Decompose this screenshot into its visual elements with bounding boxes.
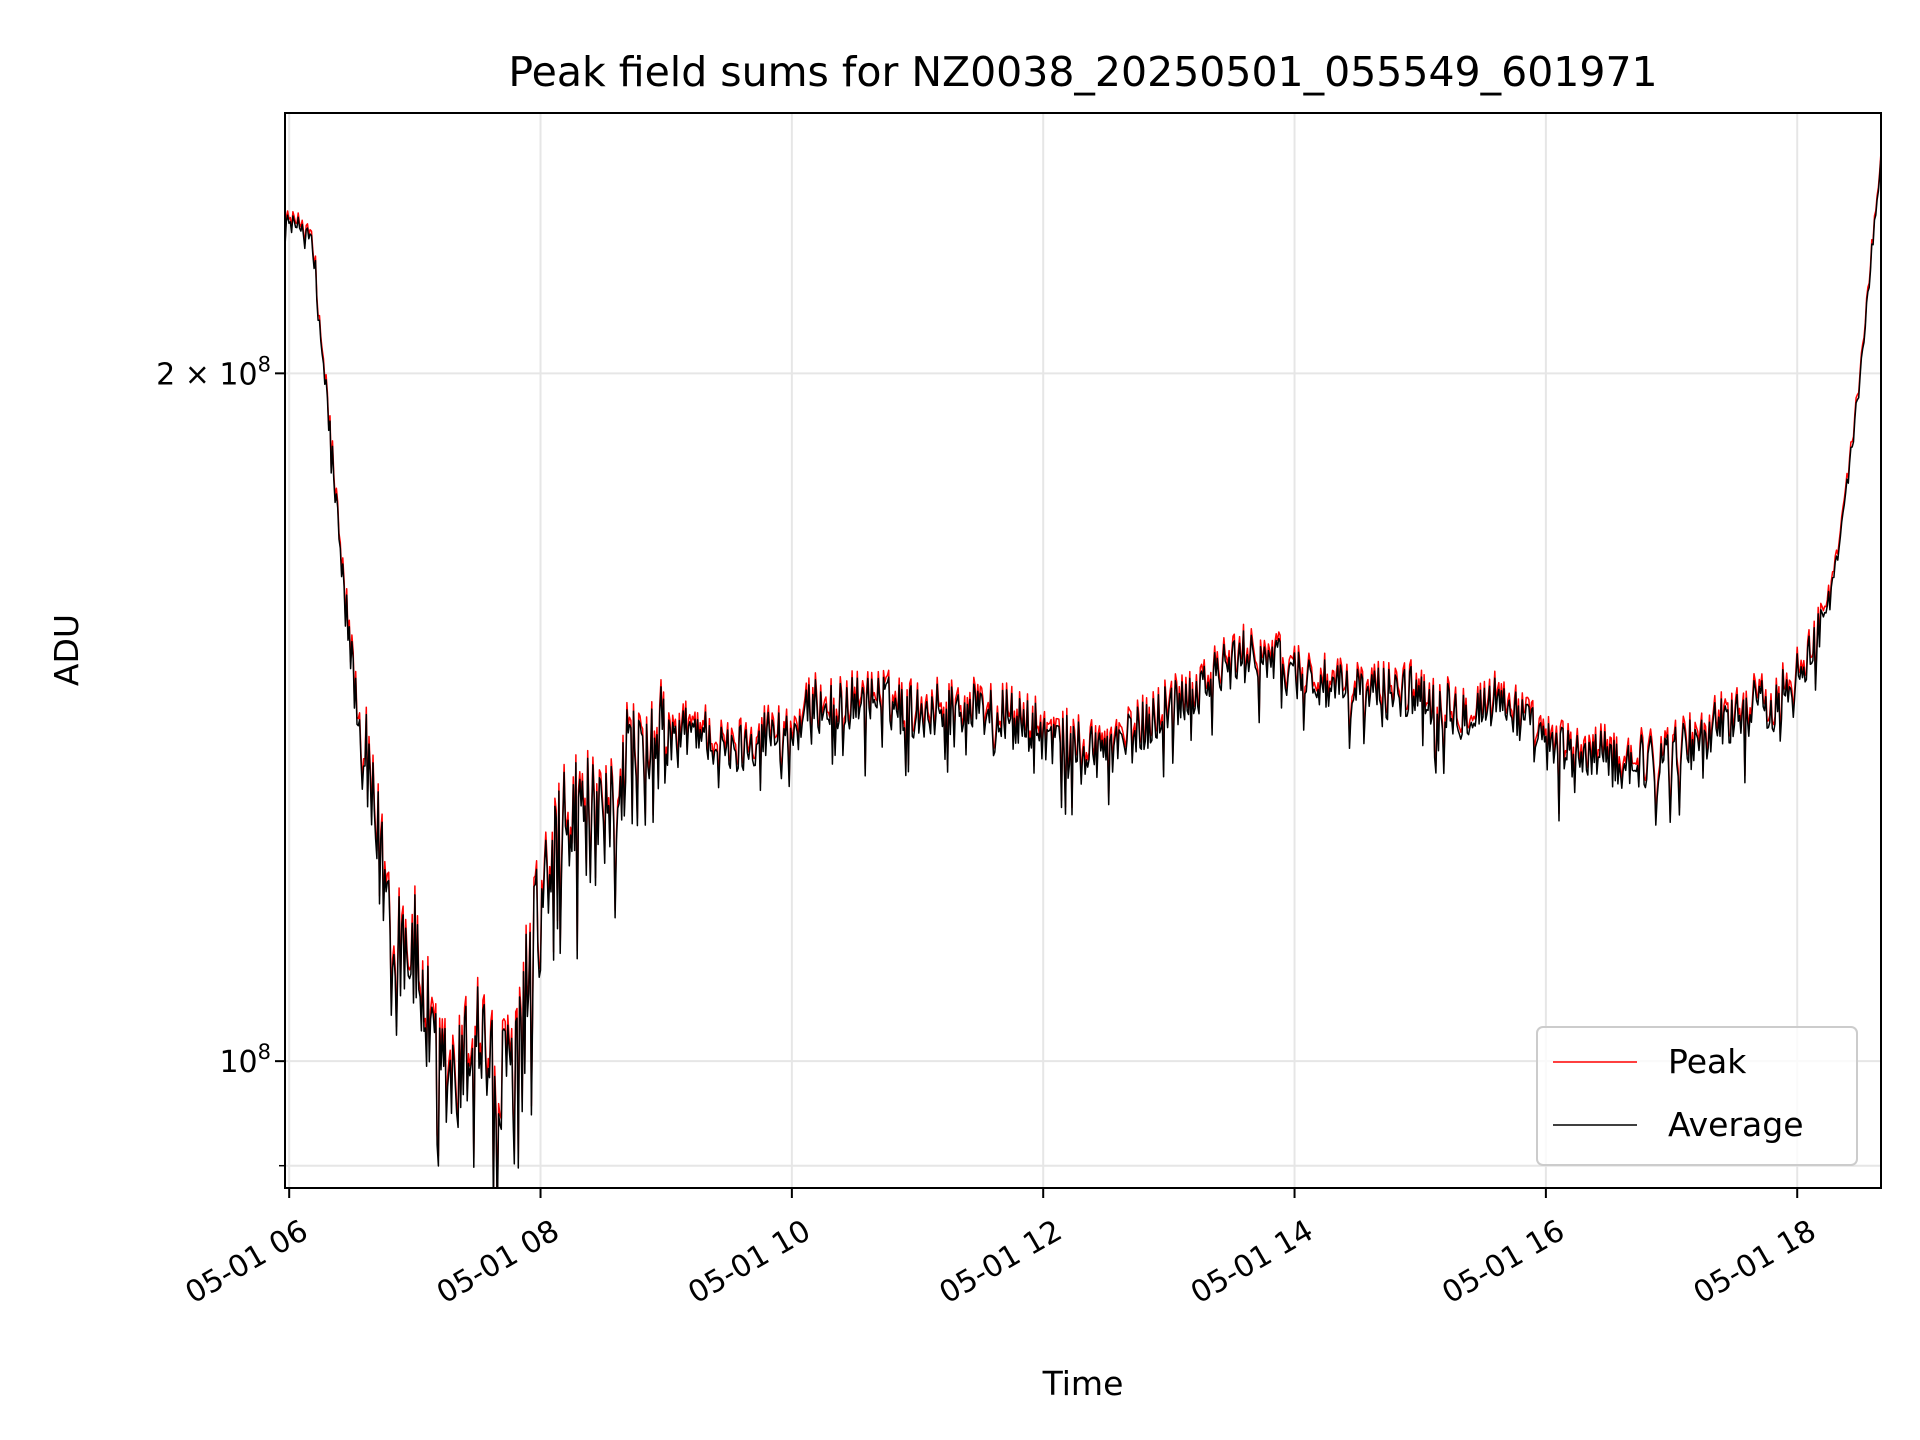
legend-label-peak: Peak	[1668, 1042, 1747, 1081]
plot-frame	[284, 112, 1882, 1189]
series-layer	[285, 151, 1881, 1188]
legend: Peak Average	[1536, 1026, 1858, 1166]
y-axis-label: ADU	[47, 614, 86, 686]
legend-label-average: Average	[1668, 1105, 1804, 1144]
y-tick-label: 108	[219, 1040, 271, 1080]
y-axis: 108 2 × 108	[156, 352, 285, 1167]
chart-title: Peak field sums for NZ0038_20250501_0555…	[508, 48, 1657, 96]
series-line-average	[285, 155, 1881, 1188]
y-tick-label: 2 × 108	[156, 352, 271, 392]
x-axis-label: Time	[1042, 1364, 1124, 1403]
